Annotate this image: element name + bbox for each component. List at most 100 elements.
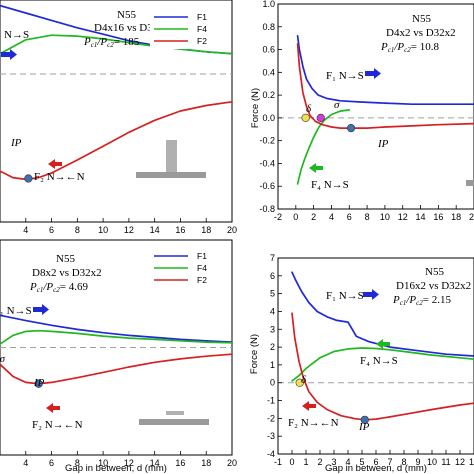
y-tick-labels: -0.8 -0.6 -0.4 -0.2 0.0 0.2 0.4 0.6 0.8 1.0 bbox=[259, 0, 282, 214]
right-arrow-icon bbox=[365, 68, 381, 79]
x-tick-label: 5 bbox=[359, 457, 364, 467]
y-tick-label: -3 bbox=[267, 431, 275, 441]
series-group bbox=[0, 4, 232, 181]
y-tick-label: 0.2 bbox=[262, 90, 275, 100]
legend-label-f2: F2 bbox=[197, 36, 207, 46]
left-arrow-icon bbox=[46, 403, 60, 413]
arrow-f2: F₂ N→←N bbox=[288, 401, 339, 429]
y-tick-label: 0 bbox=[270, 378, 275, 388]
x-tick-label: 3 bbox=[331, 457, 336, 467]
x-tick-label: 7 bbox=[387, 457, 392, 467]
series-line-f2 bbox=[0, 353, 232, 385]
y-tick-label: 5 bbox=[270, 289, 275, 299]
legend-label-f2: F2 bbox=[197, 275, 207, 285]
magnet-top bbox=[166, 411, 184, 415]
panel-label-n55: N55 bbox=[56, 253, 75, 265]
series-group bbox=[296, 35, 474, 185]
magnet-base bbox=[139, 419, 209, 425]
x-tick-label: 4 bbox=[23, 458, 28, 468]
ratio-prefix-2: P bbox=[99, 36, 107, 48]
series-line-f4 bbox=[0, 329, 232, 345]
plot-frame bbox=[277, 3, 474, 210]
arrow-n-to-s: N→S bbox=[1, 29, 29, 60]
comparison-title: D16x2 vs D32x2 bbox=[396, 280, 471, 292]
ratio-value: = 4.69 bbox=[60, 281, 89, 293]
x-tick-label: 18 bbox=[201, 225, 211, 235]
x-tick-label: -1 bbox=[274, 457, 282, 467]
x-tick-label: 12 bbox=[455, 457, 465, 467]
ratio-label: Pc1/Pc2= 10.8 bbox=[380, 41, 439, 54]
y-tick-label: -4 bbox=[267, 449, 275, 459]
ratio-sub-c1: c1 bbox=[91, 41, 98, 49]
y-tick-label: -0.4 bbox=[259, 158, 275, 168]
left-arrow-icon bbox=[309, 163, 323, 173]
arrow-label-f2: F₂ N→←N bbox=[288, 417, 339, 429]
ratio-prefix: P bbox=[392, 294, 400, 306]
marker-group bbox=[301, 113, 356, 133]
series-line-f1 bbox=[0, 314, 232, 343]
ratio-label: Pc1/Pc2= 4.69 bbox=[29, 281, 88, 294]
chart-panel-bottom-left: 4 6 8 10 12 14 16 18 20 Gap in between, d (mm) N… bbox=[0, 239, 237, 474]
ratio-sub-c1: c1 bbox=[37, 286, 44, 294]
x-tick-label: 0 bbox=[293, 212, 298, 222]
ratio-sub-c2: c2 bbox=[107, 41, 114, 49]
y-tick-label: 0.0 bbox=[262, 113, 275, 123]
ip-label: IP bbox=[33, 377, 45, 389]
y-tick-label: -1 bbox=[267, 396, 275, 406]
x-tick-label: 18 bbox=[451, 212, 461, 222]
arrow-label-f4: F₄ N→S bbox=[360, 355, 398, 367]
y-tick-label: 0.6 bbox=[262, 45, 275, 55]
x-tick-label: 11 bbox=[441, 457, 450, 467]
comparison-title: D8x2 vs D32x2 bbox=[32, 267, 102, 279]
x-tick-labels: -2 0 2 4 6 8 10 12 14 16 18 20 bbox=[274, 205, 474, 222]
marker-group bbox=[34, 379, 43, 388]
x-tick-label: 10 bbox=[380, 212, 390, 222]
marker-ip bbox=[346, 124, 356, 133]
legend-label-f1: F1 bbox=[197, 251, 207, 261]
arrow-f4: F₄ N→S bbox=[360, 339, 398, 367]
legend-label-f1: F1 bbox=[197, 12, 207, 22]
magnet-t-icon bbox=[136, 140, 206, 178]
arrow-f2: F₂ N→←N bbox=[34, 159, 85, 183]
ip-label: IP bbox=[358, 421, 370, 433]
x-tick-label: 20 bbox=[227, 225, 237, 235]
sigma-label: σ bbox=[334, 99, 340, 111]
series-line-f2 bbox=[296, 43, 474, 129]
x-tick-label: -2 bbox=[274, 212, 282, 222]
legend-label-f4: F4 bbox=[197, 24, 207, 34]
arrow-n-to-s: ₁ N→S bbox=[0, 304, 49, 317]
y-tick-label: 7 bbox=[270, 253, 275, 263]
legend-box bbox=[150, 246, 226, 288]
panel-label-n55: N55 bbox=[117, 9, 136, 21]
ratio-slash: / bbox=[393, 41, 398, 53]
x-tick-label: 6 bbox=[49, 458, 54, 468]
chart-panel-top-left: 4 6 8 10 12 14 16 18 20 N55 D4x16 vs D32x2 Pc1/P… bbox=[0, 0, 237, 235]
x-tick-label: 10 bbox=[98, 225, 108, 235]
marker-sigma bbox=[316, 113, 325, 122]
arrow-label-f2: F₂ N→←N bbox=[32, 419, 83, 431]
x-tick-label: 14 bbox=[416, 212, 426, 222]
comparison-title: D4x2 vs D32x2 bbox=[386, 27, 456, 39]
x-tick-label: 12 bbox=[124, 225, 134, 235]
series-group bbox=[291, 271, 474, 421]
x-tick-label: 2 bbox=[311, 212, 316, 222]
y-tick-label: -0.8 bbox=[259, 204, 275, 214]
legend: F1 F4 F2 bbox=[150, 246, 226, 288]
x-tick-label: 4 bbox=[345, 457, 350, 467]
arrow-f1: F₁ N→S bbox=[326, 68, 381, 82]
ratio-sub-c1: c1 bbox=[388, 46, 395, 54]
ip-label: IP bbox=[377, 138, 389, 150]
ratio-value: = 2.15 bbox=[423, 294, 452, 306]
ratio-prefix: P bbox=[29, 281, 37, 293]
x-tick-label: 14 bbox=[150, 225, 160, 235]
legend: F1 F4 F2 bbox=[150, 7, 226, 49]
marker-group bbox=[24, 174, 33, 183]
right-arrow-icon bbox=[33, 304, 49, 315]
ratio-prefix-2: P bbox=[408, 294, 416, 306]
right-arrow-icon bbox=[1, 49, 17, 60]
x-tick-label: 6 bbox=[49, 225, 54, 235]
ratio-prefix-2: P bbox=[45, 281, 53, 293]
series-line-f4 bbox=[291, 347, 474, 382]
